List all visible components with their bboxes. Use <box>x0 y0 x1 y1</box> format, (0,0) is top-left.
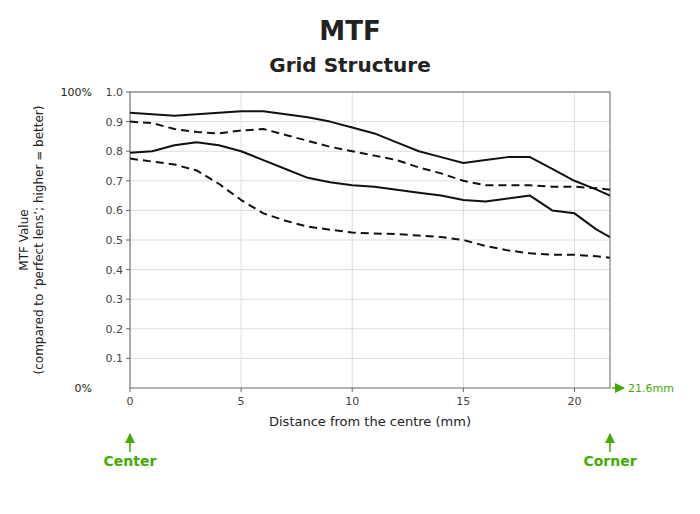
tick <box>241 388 242 392</box>
tick <box>126 328 130 329</box>
tick <box>126 240 130 241</box>
tick-label: 0.8 <box>106 145 124 158</box>
annotation: Corner <box>583 453 636 469</box>
tick-label: 0.7 <box>106 175 124 188</box>
tick-label: 0.6 <box>106 204 124 217</box>
grid-line <box>130 240 610 241</box>
plot-frame <box>130 92 610 388</box>
tick-label: 20 <box>567 395 581 408</box>
tick-label: 0 <box>127 395 134 408</box>
grid-line <box>130 151 610 152</box>
tick <box>130 388 131 392</box>
grid <box>130 92 610 388</box>
grid-line <box>130 299 610 300</box>
tick-label: 0.3 <box>106 293 124 306</box>
tick-label: 5 <box>238 395 245 408</box>
tick-label: 0.1 <box>106 352 124 365</box>
annotation: Center <box>104 453 157 469</box>
subtitle: Grid Structure <box>269 53 431 77</box>
tick <box>352 388 353 392</box>
annotation: 0% <box>75 382 92 395</box>
tick <box>126 299 130 300</box>
tick-label: 0.9 <box>106 116 124 129</box>
tick <box>126 358 130 359</box>
lines <box>130 111 610 258</box>
line-series <box>130 142 610 237</box>
annotation: 21.6mm <box>628 382 674 395</box>
tick-label: 0.5 <box>106 234 124 247</box>
annotation-arrow <box>612 387 624 389</box>
tick-label: 1.0 <box>106 86 124 99</box>
x-axis-label: Distance from the centre (mm) <box>269 414 471 429</box>
y-axis-label-line: MTF Value <box>17 209 31 270</box>
title: MTF <box>319 16 380 46</box>
tick <box>574 388 575 392</box>
annotation-arrow <box>609 434 611 452</box>
tick-label: 0.4 <box>106 264 124 277</box>
chart: MTF Grid Structure 0 5 10 15 20 0.1 0.2 0.3 0.4 0.5… <box>0 0 700 514</box>
tick <box>126 151 130 152</box>
grid-line <box>130 269 610 270</box>
line-series <box>130 111 610 195</box>
grid-line <box>130 121 610 122</box>
tick <box>126 92 130 93</box>
annotation-arrow <box>129 434 131 452</box>
line-series <box>130 122 610 190</box>
tick-label: 10 <box>345 395 359 408</box>
tick <box>126 269 130 270</box>
grid-line <box>130 358 610 359</box>
tick <box>126 210 130 211</box>
grid-line <box>130 180 610 181</box>
tick-label: 15 <box>456 395 470 408</box>
tick <box>463 388 464 392</box>
tick-label: 0.2 <box>106 323 124 336</box>
y-axis-label: MTF Value(compared to ‘perfect lens’; hi… <box>17 106 46 375</box>
tick <box>126 121 130 122</box>
line-series <box>130 159 610 258</box>
tick <box>126 180 130 181</box>
grid-line <box>130 328 610 329</box>
grid-line <box>130 210 610 211</box>
annotation: 100% <box>61 86 92 99</box>
y-axis-label-line: (compared to ‘perfect lens’; higher = be… <box>32 106 46 375</box>
